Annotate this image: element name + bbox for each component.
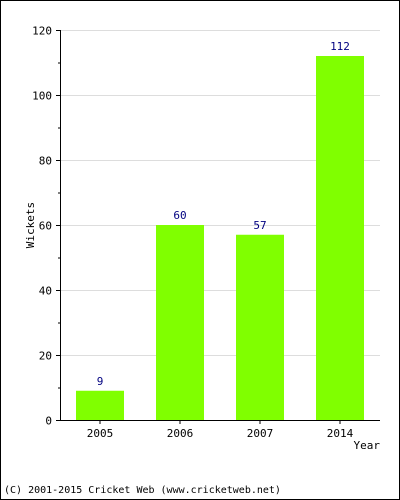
data-label-2007: 57 bbox=[253, 219, 266, 232]
bar-2014 bbox=[316, 56, 364, 420]
bars bbox=[76, 56, 364, 420]
x-tick-label-2005: 2005 bbox=[87, 427, 114, 440]
y-axis-label: Wickets bbox=[24, 202, 37, 248]
y-tick-label-100: 100 bbox=[32, 90, 52, 103]
copyright-text: (C) 2001-2015 Cricket Web (www.cricketwe… bbox=[4, 485, 281, 496]
data-label-2014: 112 bbox=[330, 40, 350, 53]
y-tick-label-60: 60 bbox=[39, 220, 52, 233]
bar-2007 bbox=[236, 234, 284, 420]
y-tick-label-0: 0 bbox=[45, 415, 52, 428]
y-tick-label-40: 40 bbox=[39, 285, 52, 298]
data-label-2005: 9 bbox=[97, 375, 104, 388]
y-tick-label-20: 20 bbox=[39, 350, 52, 363]
y-tick-label-120: 120 bbox=[32, 25, 52, 38]
axes bbox=[56, 30, 380, 424]
data-label-2006: 60 bbox=[173, 209, 186, 222]
x-tick-label-2007: 2007 bbox=[247, 427, 274, 440]
x-tick-label-2014: 2014 bbox=[327, 427, 354, 440]
y-tick-label-80: 80 bbox=[39, 155, 52, 168]
bar-2006 bbox=[156, 225, 204, 420]
labels: 0 20 40 60 80 100 120 9 2005 60 2006 57 2007 112 2014 bbox=[32, 25, 353, 441]
x-tick-label-2006: 2006 bbox=[167, 427, 194, 440]
x-axis-label: Year bbox=[354, 439, 381, 452]
bar-2005 bbox=[76, 390, 124, 420]
